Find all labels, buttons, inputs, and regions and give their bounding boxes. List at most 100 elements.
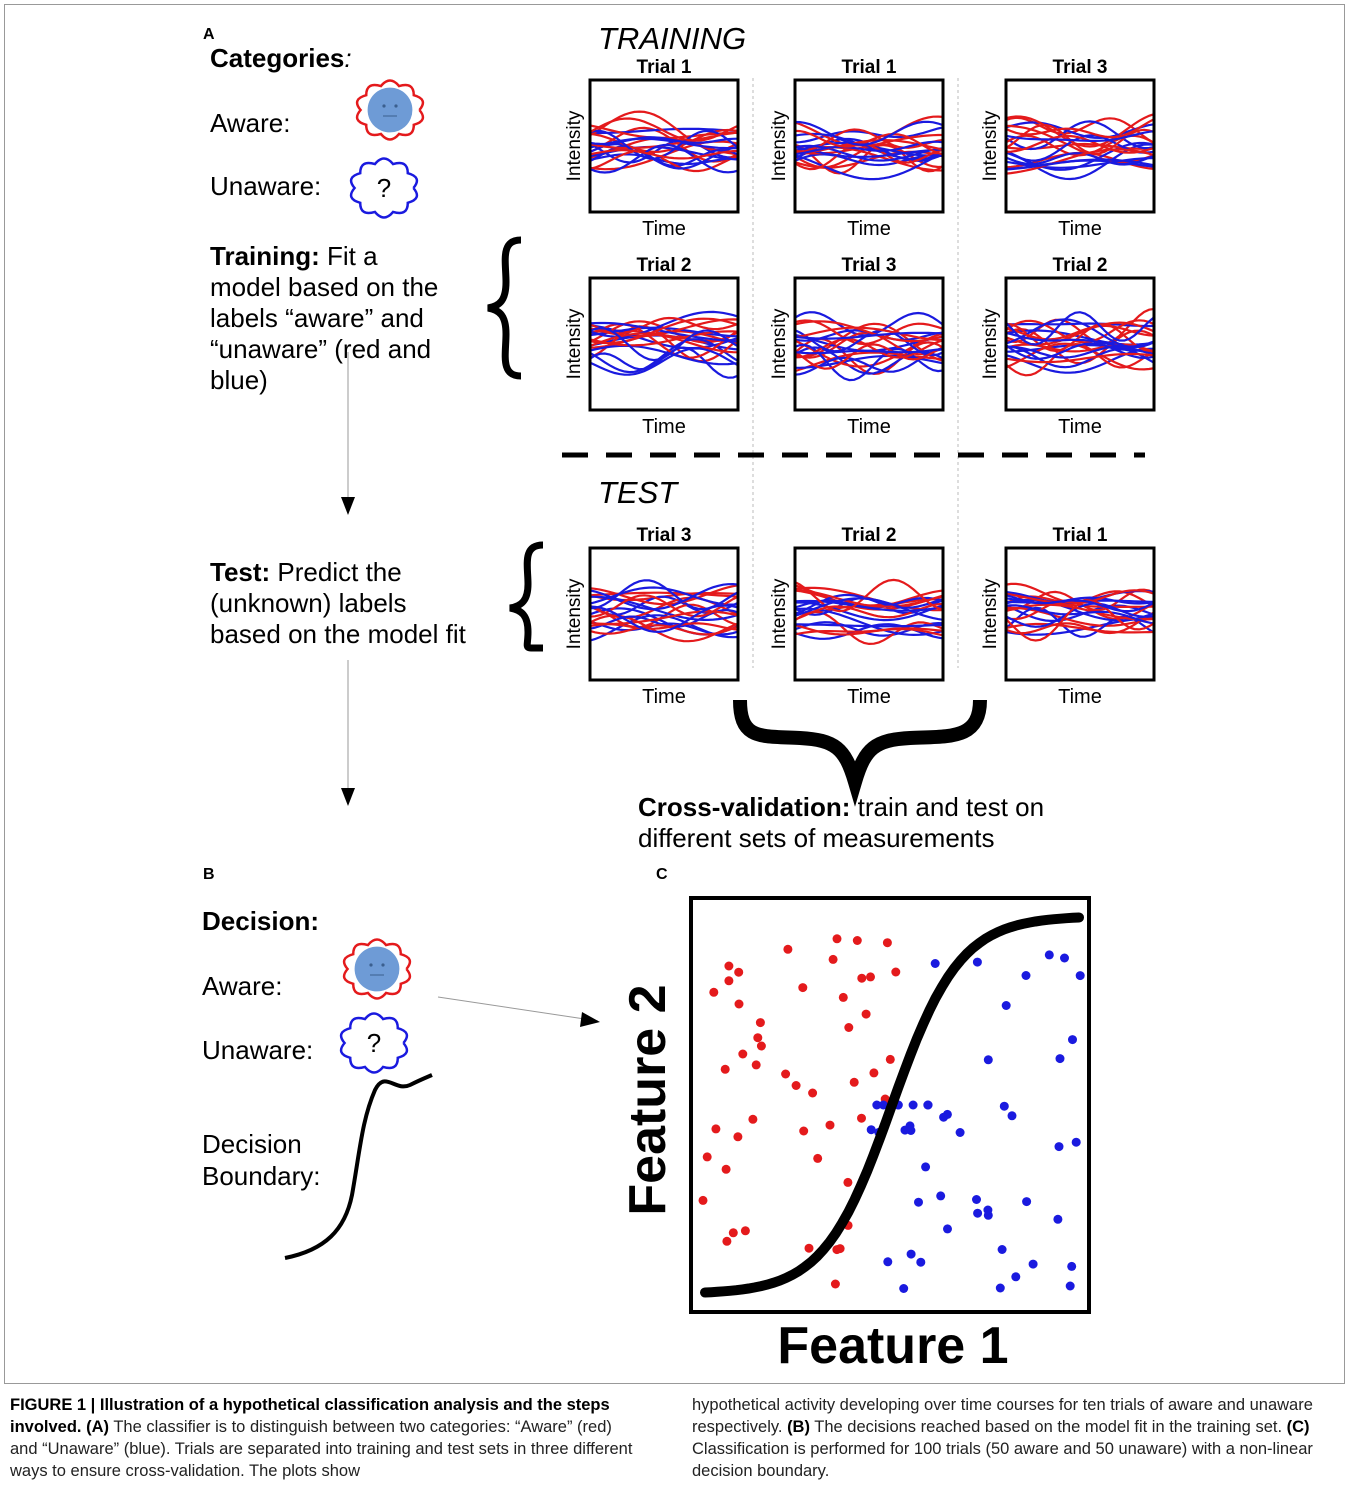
trial-plot-ylabel: Intensity: [980, 578, 1001, 649]
aware-point: [825, 1120, 835, 1130]
unaware-point: [972, 1195, 981, 1204]
trial-plot-ylabel: Intensity: [564, 110, 585, 181]
face-icon: [354, 946, 400, 992]
aware-point: [838, 992, 848, 1002]
aware-point: [751, 1060, 761, 1070]
test-brace: [509, 541, 544, 652]
trial-plot-ylabel: Intensity: [980, 308, 1001, 379]
unaware-point: [943, 1224, 952, 1234]
trial-plot-xlabel: Time: [642, 686, 686, 708]
aware-point: [808, 1088, 818, 1098]
aware-point: [734, 999, 744, 1009]
unaware-point: [983, 1055, 993, 1065]
aware-point: [857, 1113, 866, 1123]
scatter-plot: [689, 896, 1091, 1314]
caption-figure-label: FIGURE 1 | Illustration of a hypothetica…: [10, 1396, 610, 1436]
aware-point: [781, 1069, 791, 1079]
decision-unaware-cloud-icon: ?: [339, 1012, 409, 1074]
aware-point: [866, 972, 875, 982]
aware-point: [869, 1068, 879, 1078]
unaware-point: [983, 1205, 993, 1215]
decision-unaware-label: Unaware:: [202, 1035, 313, 1065]
caption-text-c: Classification is performed for 100 tria…: [692, 1440, 1313, 1480]
trial-plot-title: Trial 1: [1053, 525, 1108, 546]
trial-plots: Trial 1 Intensity Time Trial 1 Intensity Time…: [564, 57, 1156, 708]
unaware-point: [872, 1100, 882, 1110]
unaware-cloud-icon: ?: [349, 157, 419, 219]
unaware-point: [923, 1100, 933, 1110]
scatter-x-label: Feature 1: [777, 1317, 1008, 1375]
decision-boundary-curve: [700, 912, 1084, 1298]
unaware-point: [1065, 1281, 1075, 1291]
unaware-point: [1060, 953, 1069, 963]
unaware-point: [921, 1162, 931, 1172]
pointer-arrowhead: [580, 1012, 600, 1027]
unaware-point: [997, 1245, 1007, 1254]
trial-plot-title: Trial 2: [842, 525, 897, 546]
trial-plot-xlabel: Time: [847, 686, 891, 708]
aware-point: [753, 1033, 763, 1043]
aware-point: [891, 967, 901, 977]
unknown-symbol: ?: [367, 1028, 381, 1058]
unaware-point: [899, 1284, 909, 1293]
face-icon: [367, 87, 413, 133]
unaware-label: Unaware:: [210, 171, 321, 201]
trial-plot-ylabel: Intensity: [769, 578, 790, 649]
unaware-point: [883, 1257, 893, 1267]
decision-heading: Decision:: [202, 906, 319, 936]
aware-point: [861, 1009, 871, 1019]
trial-plot-ylabel: Intensity: [980, 110, 1001, 181]
caption-text-continued: hypothetical activity developing over ti…: [692, 1396, 1313, 1436]
unaware-point: [900, 1125, 910, 1135]
aware-point: [830, 1279, 840, 1289]
aware-point: [711, 1124, 721, 1134]
aware-point: [843, 1177, 853, 1187]
aware-point: [720, 1064, 730, 1074]
aware-label: Aware:: [210, 108, 290, 138]
caption-text-b: The decisions reached based on the model…: [809, 1418, 1287, 1436]
trial-plot-ylabel: Intensity: [769, 308, 790, 379]
unaware-point: [1022, 1197, 1032, 1207]
unaware-point: [908, 1100, 918, 1110]
aware-point: [832, 934, 842, 944]
aware-point: [709, 987, 719, 997]
cross-validation-description: Cross-validation: train and test on diffe…: [638, 792, 1044, 853]
trial-plot: Trial 2 Intensity Time: [980, 255, 1156, 438]
caption-ref-a: (A): [86, 1418, 110, 1436]
training-brace: [487, 236, 522, 380]
aware-point: [733, 1132, 743, 1142]
aware-point: [721, 1164, 731, 1174]
unaware-point: [973, 1208, 983, 1218]
trial-plot-xlabel: Time: [847, 218, 891, 240]
aware-point: [804, 1243, 814, 1253]
unaware-point: [916, 1257, 926, 1267]
caption-text-a: The classifier is to distinguish between…: [10, 1418, 633, 1480]
caption-ref-b: (B): [787, 1418, 810, 1436]
unaware-point: [1067, 1261, 1077, 1271]
aware-point: [852, 936, 862, 945]
aware-point: [755, 1018, 765, 1028]
unaware-point: [1007, 1111, 1017, 1121]
trial-plot: Trial 2 Intensity Time: [769, 525, 945, 708]
unaware-point: [1068, 1035, 1077, 1045]
training-description: Training: Fit a model based on the labels …: [210, 241, 438, 395]
aware-cloud-icon: [355, 79, 425, 141]
aware-point: [798, 983, 808, 993]
aware-point: [828, 954, 838, 964]
test-heading: TEST: [598, 475, 679, 510]
caption-ref-c: (C): [1286, 1418, 1310, 1436]
trial-plot-title: Trial 3: [637, 525, 692, 546]
aware-point: [849, 1077, 859, 1087]
scatter-y-label: Feature 2: [619, 984, 677, 1215]
unaware-point: [1001, 1001, 1011, 1010]
unaware-point: [866, 1125, 876, 1135]
trial-plot-xlabel: Time: [1058, 416, 1102, 438]
trial-plot: Trial 1 Intensity Time: [564, 57, 740, 240]
aware-point: [813, 1153, 823, 1163]
training-heading: TRAINING: [598, 21, 746, 56]
aware-point: [857, 973, 867, 983]
caption-right: hypothetical activity developing over ti…: [692, 1394, 1332, 1482]
aware-point: [738, 1049, 748, 1059]
trial-plot-xlabel: Time: [1058, 218, 1102, 240]
unaware-point: [999, 1101, 1009, 1111]
